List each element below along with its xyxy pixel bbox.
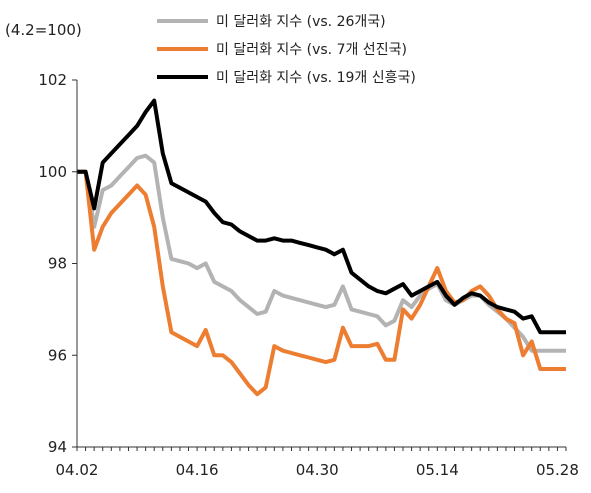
series-lines: [77, 98, 566, 397]
series-line-19-emerging: [77, 98, 566, 335]
x-tick-label: 05.28: [536, 461, 579, 479]
x-tick-label: 04.16: [176, 461, 219, 479]
legend-label-7: 미 달러화 지수 (vs. 7개 선진국): [216, 42, 407, 58]
x-axis-ticks: 04.02 04.16 04.30 05.14 05.28: [56, 447, 579, 479]
y-tick-label: 100: [38, 163, 67, 181]
series-line-7-developed: [77, 169, 566, 397]
y-tick-label: 94: [48, 438, 67, 456]
y-tick-label: 96: [48, 346, 67, 364]
x-tick-label: 04.02: [56, 461, 99, 479]
unit-label: (4.2=100): [5, 21, 82, 39]
x-tick-label: 04.30: [296, 461, 339, 479]
legend: 미 달러화 지수 (vs. 26개국) 미 달러화 지수 (vs. 7개 선진국…: [157, 14, 416, 86]
y-tick-label: 102: [38, 71, 67, 89]
legend-label-19: 미 달러화 지수 (vs. 19개 신흥국): [216, 70, 416, 86]
x-tick-label: 05.14: [416, 461, 459, 479]
series-line-26-countries: [77, 153, 566, 353]
y-tick-label: 98: [48, 255, 67, 273]
legend-label-26: 미 달러화 지수 (vs. 26개국): [216, 14, 386, 30]
y-axis-ticks: 94 96 98 100 102: [38, 71, 77, 456]
